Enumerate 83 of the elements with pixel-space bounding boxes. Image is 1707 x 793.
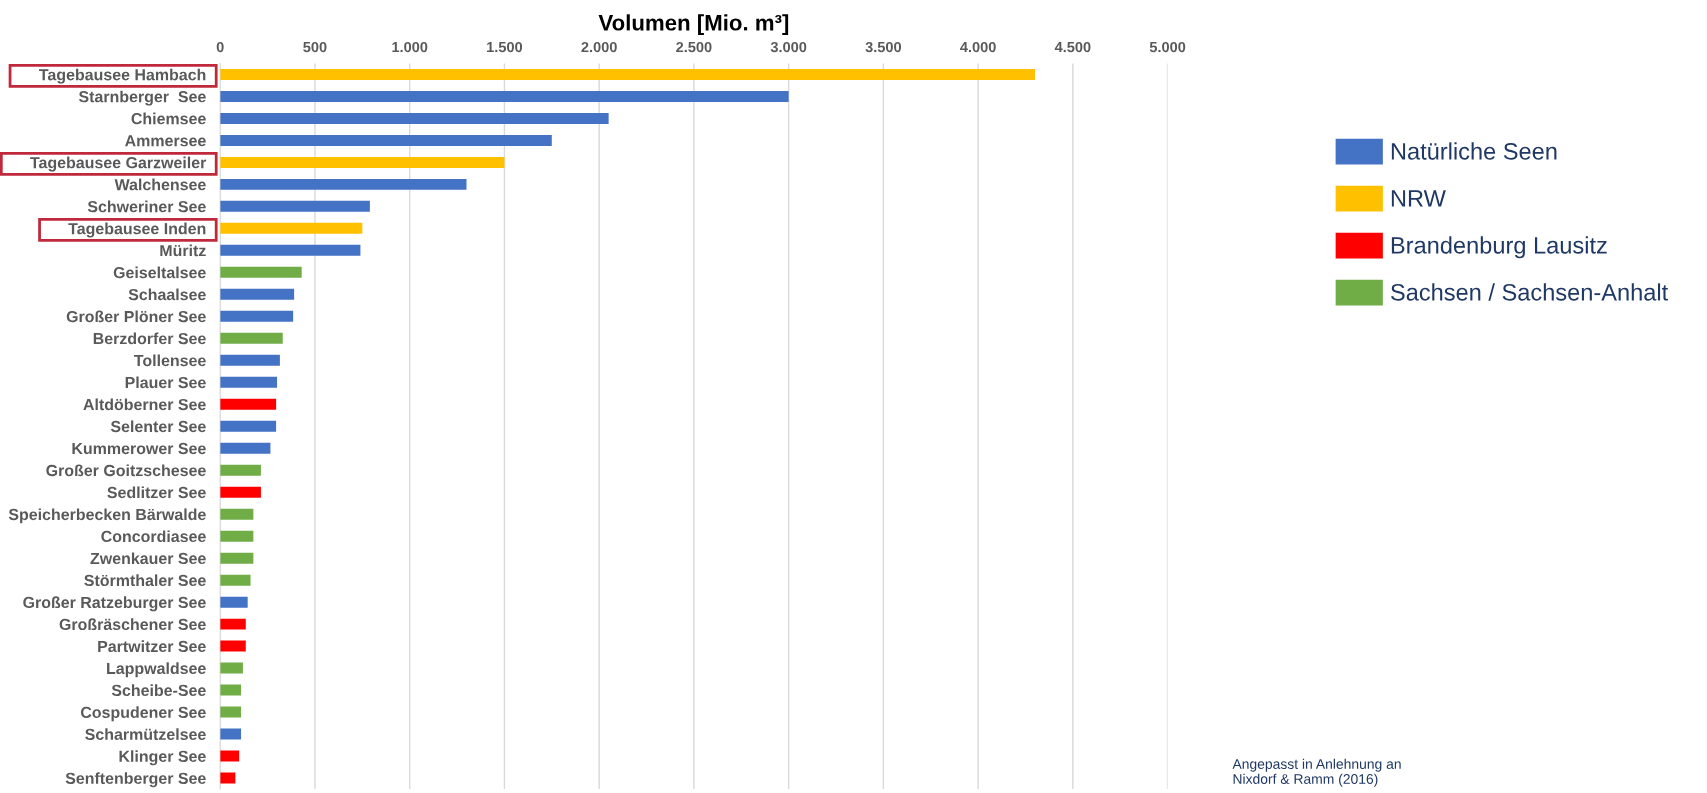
y-tick-label: Großer Ratzeburger See	[23, 596, 206, 612]
y-tick-label: Schweriner See	[87, 200, 206, 213]
bar	[220, 684, 242, 696]
y-tick-label: Cospudener See	[80, 706, 206, 722]
y-tick-label: Tagebausee Hambach	[39, 68, 206, 84]
bar	[220, 574, 251, 586]
y-tick-label: Partwitzer See	[98, 640, 206, 653]
bar	[220, 68, 1035, 80]
bar	[220, 464, 261, 476]
y-tick-label: Müritz	[160, 244, 206, 257]
bar	[220, 662, 243, 674]
y-tick-label: Altdöberner See	[83, 398, 206, 411]
bar	[220, 244, 361, 256]
y-tick-label: Ammersee	[125, 135, 206, 147]
y-tick-label: Berzdorfer See	[93, 332, 206, 345]
bar	[220, 772, 236, 784]
bar	[220, 640, 246, 652]
x-tick-label: 3.500	[865, 41, 902, 53]
bar	[220, 486, 261, 498]
bar	[220, 288, 295, 300]
bar	[220, 398, 277, 410]
bar	[220, 750, 240, 762]
bar	[220, 222, 363, 234]
y-tick-label: Scharmützelsee	[85, 728, 206, 741]
y-tick-label: Tollensee	[134, 354, 206, 367]
bar	[220, 442, 271, 454]
y-tick-label: Plauer See	[125, 376, 206, 389]
bar	[220, 112, 609, 124]
y-tick-label: Selenter See	[110, 420, 206, 433]
y-tick-label: Großer Plöner See	[66, 310, 206, 323]
y-tick-label: Schaalsee	[128, 288, 206, 301]
y-tick-label: Senftenberger See	[65, 772, 206, 788]
x-tick-label: 3.000	[770, 41, 807, 53]
y-tick-label: Starnberger See	[78, 90, 206, 106]
bar	[220, 156, 505, 168]
text: Angepasst in Anlehnung an Nixdorf & Ramm (2016)	[1232, 758, 1401, 787]
y-tick-label: Tagebausee Inden	[68, 222, 206, 238]
bar	[220, 310, 294, 322]
y-tick-label: Sedlitzer See	[107, 486, 206, 499]
bar	[220, 178, 467, 190]
x-tick-label: 4.500	[1054, 41, 1091, 53]
y-tick-label: Geiseltalsee	[113, 266, 206, 279]
x-tick-label: 2.500	[676, 41, 712, 53]
legend-label: Natürliche Seen	[1391, 142, 1557, 160]
x-tick-label: 500	[303, 41, 327, 53]
bar	[220, 596, 248, 608]
bar	[220, 200, 370, 212]
y-tick-label: Concordiasee	[101, 530, 206, 543]
bar	[220, 266, 302, 278]
y-tick-label: Kummerower See	[72, 442, 206, 455]
legend-label: Sachsen / Sachsen-Anhalt	[1391, 283, 1669, 301]
bar	[220, 618, 246, 630]
y-tick-label: Speicherbecken Bärwalde	[8, 508, 206, 524]
x-tick-label: 1.000	[392, 41, 428, 53]
y-tick-label: Tagebausee Garzweiler	[30, 156, 207, 172]
y-tick-label: Klinger See	[119, 750, 206, 766]
bar	[220, 420, 277, 432]
y-tick-label: Großer Goitzschesee	[46, 464, 206, 477]
bar	[220, 332, 283, 344]
bar	[220, 728, 242, 740]
x-axis-title: Volumen [Mio. m³]	[598, 14, 789, 36]
bar	[220, 354, 280, 366]
y-tick-label: Zwenkauer See	[90, 552, 206, 565]
y-tick-label: Störmthaler See	[84, 574, 206, 587]
bar	[220, 90, 789, 102]
bar	[220, 508, 254, 520]
y-tick-label: Scheibe-See	[111, 684, 206, 697]
x-tick-label: 2.000	[581, 41, 617, 53]
bar	[220, 530, 254, 542]
bar	[220, 552, 254, 564]
x-tick-label: 4.000	[960, 41, 996, 53]
x-tick-label: 0	[216, 41, 224, 53]
y-tick-label: Chiemsee	[131, 112, 206, 125]
x-tick-label: 5.000	[1149, 41, 1186, 53]
bar	[220, 134, 552, 146]
legend-label: NRW	[1391, 190, 1446, 207]
bar	[220, 376, 278, 388]
y-tick-label: Walchensee	[114, 178, 206, 191]
legend-label: Brandenburg Lausitz	[1391, 236, 1607, 259]
y-tick-label: Lappwaldsee	[107, 662, 206, 678]
x-tick-label: 1.500	[487, 41, 523, 53]
y-tick-label: Großräschener See	[59, 618, 206, 631]
bar	[220, 706, 242, 718]
